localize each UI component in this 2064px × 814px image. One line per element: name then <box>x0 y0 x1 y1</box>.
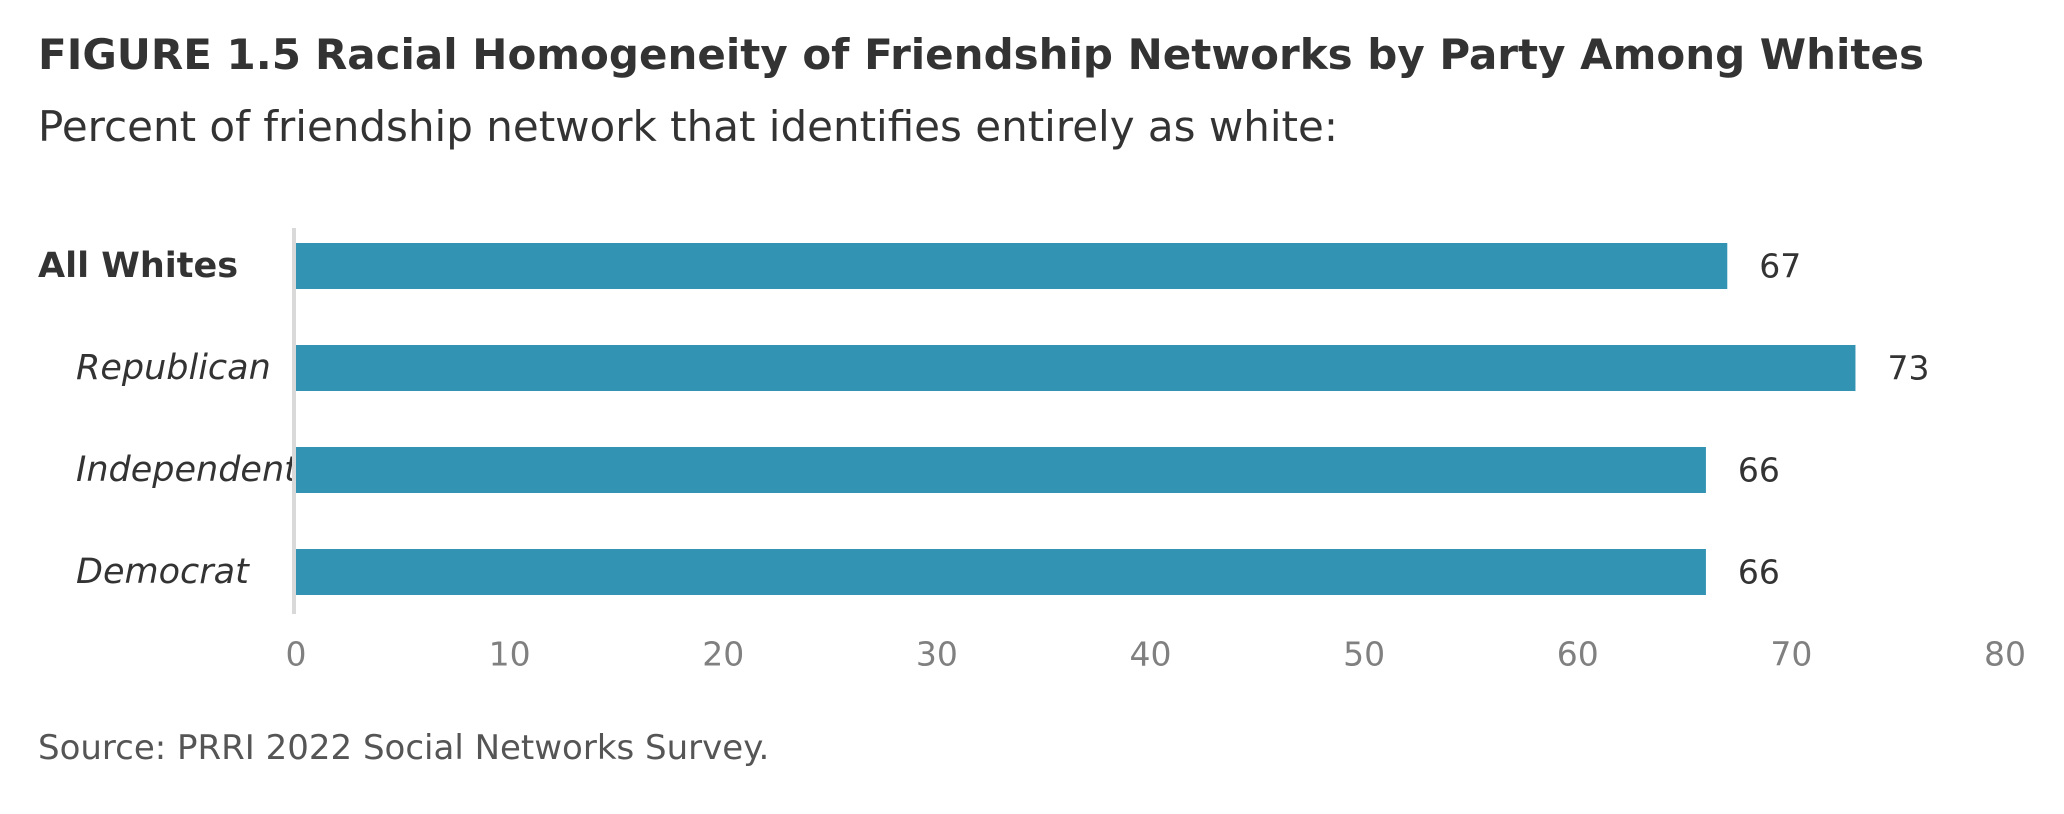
bar-independent <box>296 447 1706 493</box>
x-axis-tick-labels: 0 10 20 30 40 50 60 70 80 <box>286 635 2027 674</box>
value-label-democrat: 66 <box>1738 553 1780 592</box>
figure-number: FIGURE 1.5 <box>38 30 301 79</box>
value-label-republican: 73 <box>1887 349 1929 388</box>
category-label-all-whites: All Whites <box>38 246 238 286</box>
chart-title: FIGURE 1.5 Racial Homogeneity of Friendsh… <box>38 30 1924 79</box>
chart-subtitle: Percent of friendship network that ident… <box>38 102 1338 151</box>
bar-republican <box>296 345 1856 391</box>
x-tick-label-0: 0 <box>286 635 307 674</box>
x-tick-label-50: 50 <box>1343 635 1385 674</box>
category-labels: All Whites Republican Independent Democrat <box>38 246 299 592</box>
value-label-all-whites: 67 <box>1759 247 1801 286</box>
bars <box>296 243 1856 595</box>
value-labels: 67 73 66 66 <box>1738 247 1930 592</box>
x-tick-label-10: 10 <box>489 635 531 674</box>
x-tick-label-40: 40 <box>1130 635 1172 674</box>
x-tick-label-70: 70 <box>1770 635 1812 674</box>
x-tick-label-60: 60 <box>1557 635 1599 674</box>
x-tick-label-80: 80 <box>1984 635 2026 674</box>
figure-title: Racial Homogeneity of Friendship Network… <box>314 30 1924 79</box>
x-tick-label-30: 30 <box>916 635 958 674</box>
category-label-republican: Republican <box>76 348 271 388</box>
bar-democrat <box>296 549 1706 595</box>
bar-all-whites <box>296 243 1728 289</box>
category-label-democrat: Democrat <box>76 552 250 592</box>
source-note: Source: PRRI 2022 Social Networks Survey… <box>38 728 770 768</box>
value-label-independent: 66 <box>1738 451 1780 490</box>
category-label-independent: Independent <box>76 450 299 490</box>
x-tick-label-20: 20 <box>702 635 744 674</box>
